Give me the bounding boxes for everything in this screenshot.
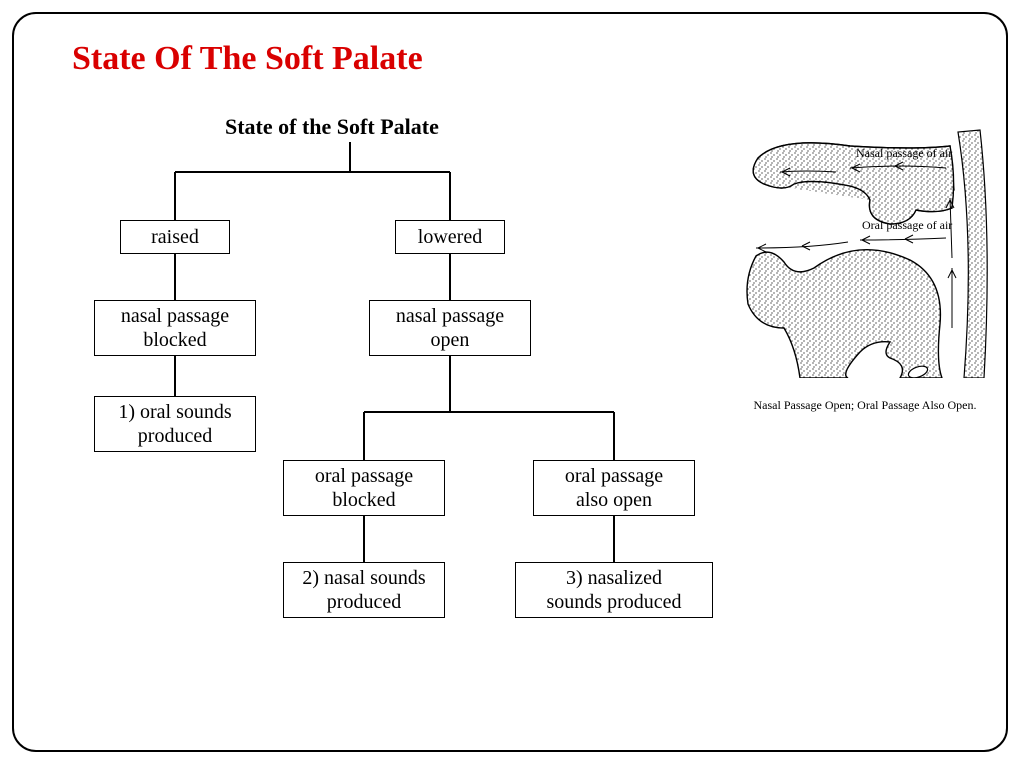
tree-node-np_open: nasal passageopen [369, 300, 531, 356]
tree-connector [174, 254, 176, 300]
anatomy-label-oral: Oral passage of air [862, 218, 952, 233]
tree-connector [613, 412, 615, 460]
tree-node-raised: raised [120, 220, 230, 254]
tree-connector [363, 412, 365, 460]
tree-node-nasal_sounds: 2) nasal soundsproduced [283, 562, 445, 618]
tree-connector [449, 356, 451, 412]
page-title: State Of The Soft Palate [72, 40, 423, 78]
tree-node-np_blocked: nasal passageblocked [94, 300, 256, 356]
anatomy-diagram [740, 128, 990, 378]
tree-node-oral_sounds: 1) oral soundsproduced [94, 396, 256, 452]
tree-connector [174, 172, 176, 220]
tree-connector [363, 516, 365, 562]
tree-node-op_open: oral passagealso open [533, 460, 695, 516]
tree-connector [449, 254, 451, 300]
tree-node-op_blocked: oral passageblocked [283, 460, 445, 516]
tree-node-nasalized: 3) nasalizedsounds produced [515, 562, 713, 618]
tree-title: State of the Soft Palate [225, 114, 439, 140]
tree-connector [449, 172, 451, 220]
tree-node-lowered: lowered [395, 220, 505, 254]
slide-frame [12, 12, 1008, 752]
tree-connector [349, 142, 351, 172]
tree-connector [613, 516, 615, 562]
anatomy-label-nasal: Nasal passage of air [856, 146, 952, 161]
tree-connector [175, 171, 450, 173]
anatomy-caption: Nasal Passage Open; Oral Passage Also Op… [730, 398, 1000, 413]
tree-connector [364, 411, 614, 413]
tree-connector [174, 356, 176, 396]
